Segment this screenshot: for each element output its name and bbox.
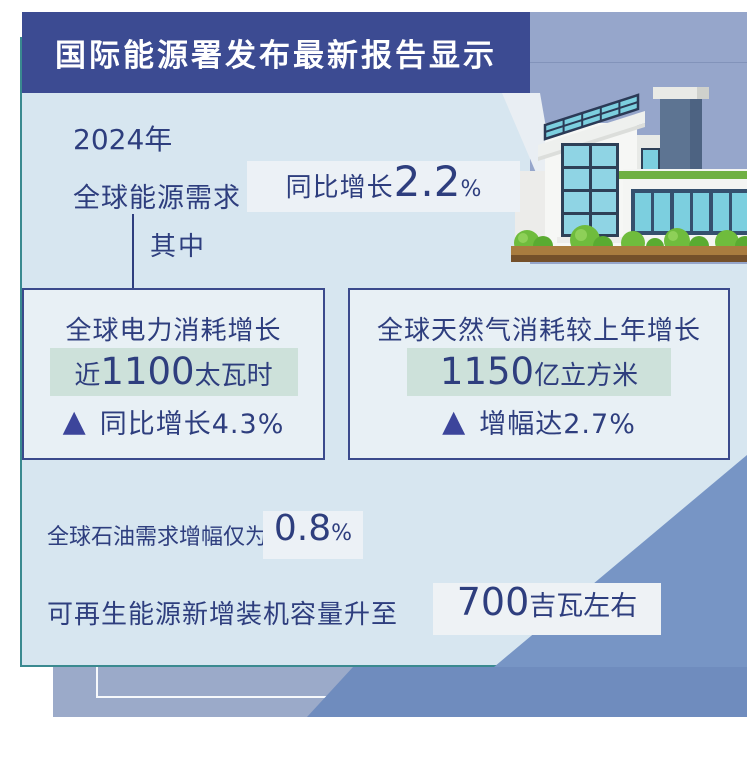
header-banner: 国际能源署发布最新报告显示 xyxy=(22,12,530,93)
gas-value-band: 1150 亿立方米 xyxy=(407,348,671,396)
oil-unit: % xyxy=(331,521,353,546)
wing-windows xyxy=(631,189,747,235)
renewables-value-box: 700 吉瓦左右 xyxy=(433,583,661,635)
electricity-delta-text: 同比增长4.3% xyxy=(99,409,285,440)
electricity-band-suffix: 太瓦时 xyxy=(194,361,273,391)
gas-band-suffix: 亿立方米 xyxy=(534,361,639,391)
oil-value-box: 0.8% xyxy=(263,511,363,559)
gas-title: 全球天然气消耗较上年增长 xyxy=(376,316,701,346)
green-roof xyxy=(619,171,747,179)
ground-shadow xyxy=(511,255,747,262)
growth-highlight-box: 同比增长 2.2% xyxy=(247,161,520,212)
gas-stat-box: 全球天然气消耗较上年增长 1150 亿立方米 ▲ 增幅达2.7% xyxy=(348,288,730,460)
gas-delta-text: 增幅达2.7% xyxy=(479,409,636,440)
backdrop-seam-line xyxy=(530,62,747,63)
electricity-delta-row: ▲ 同比增长4.3% xyxy=(24,402,323,441)
tower-window xyxy=(557,143,623,243)
electricity-band-value: 1100 xyxy=(100,350,195,393)
electricity-stat-box: 全球电力消耗增长 近 1100 太瓦时 ▲ 同比增长4.3% xyxy=(22,288,325,460)
ground-strip xyxy=(511,246,747,257)
building-illustration xyxy=(511,87,747,262)
renewables-value: 700 xyxy=(456,580,530,624)
oil-value: 0.8 xyxy=(273,508,332,549)
under-card xyxy=(53,667,747,717)
up-triangle-icon: ▲ xyxy=(442,403,466,439)
page-title: 国际能源署发布最新报告显示 xyxy=(55,38,497,74)
electricity-title: 全球电力消耗增长 xyxy=(65,316,282,346)
under-card-dark-triangle xyxy=(307,667,747,717)
gas-band-value: 1150 xyxy=(439,350,535,393)
renewables-label: 可再生能源新增装机容量升至 xyxy=(47,600,399,630)
solar-panel-icon xyxy=(543,93,640,141)
gas-delta-row: ▲ 增幅达2.7% xyxy=(350,402,728,441)
branch-line xyxy=(132,214,134,288)
renewables-unit: 吉瓦左右 xyxy=(529,591,638,622)
electricity-band-prefix: 近 xyxy=(74,361,101,391)
growth-value: 2.2 xyxy=(393,157,461,206)
connector-label: 其中 xyxy=(150,232,207,262)
growth-prefix: 同比增长 xyxy=(285,173,394,203)
subject-label: 全球能源需求 xyxy=(73,183,241,214)
electricity-value-band: 近 1100 太瓦时 xyxy=(49,348,298,396)
growth-unit: % xyxy=(460,177,482,202)
up-triangle-icon: ▲ xyxy=(62,403,86,439)
oil-label: 全球石油需求增幅仅为 xyxy=(47,525,268,550)
year-label: 2024年 xyxy=(73,123,173,156)
